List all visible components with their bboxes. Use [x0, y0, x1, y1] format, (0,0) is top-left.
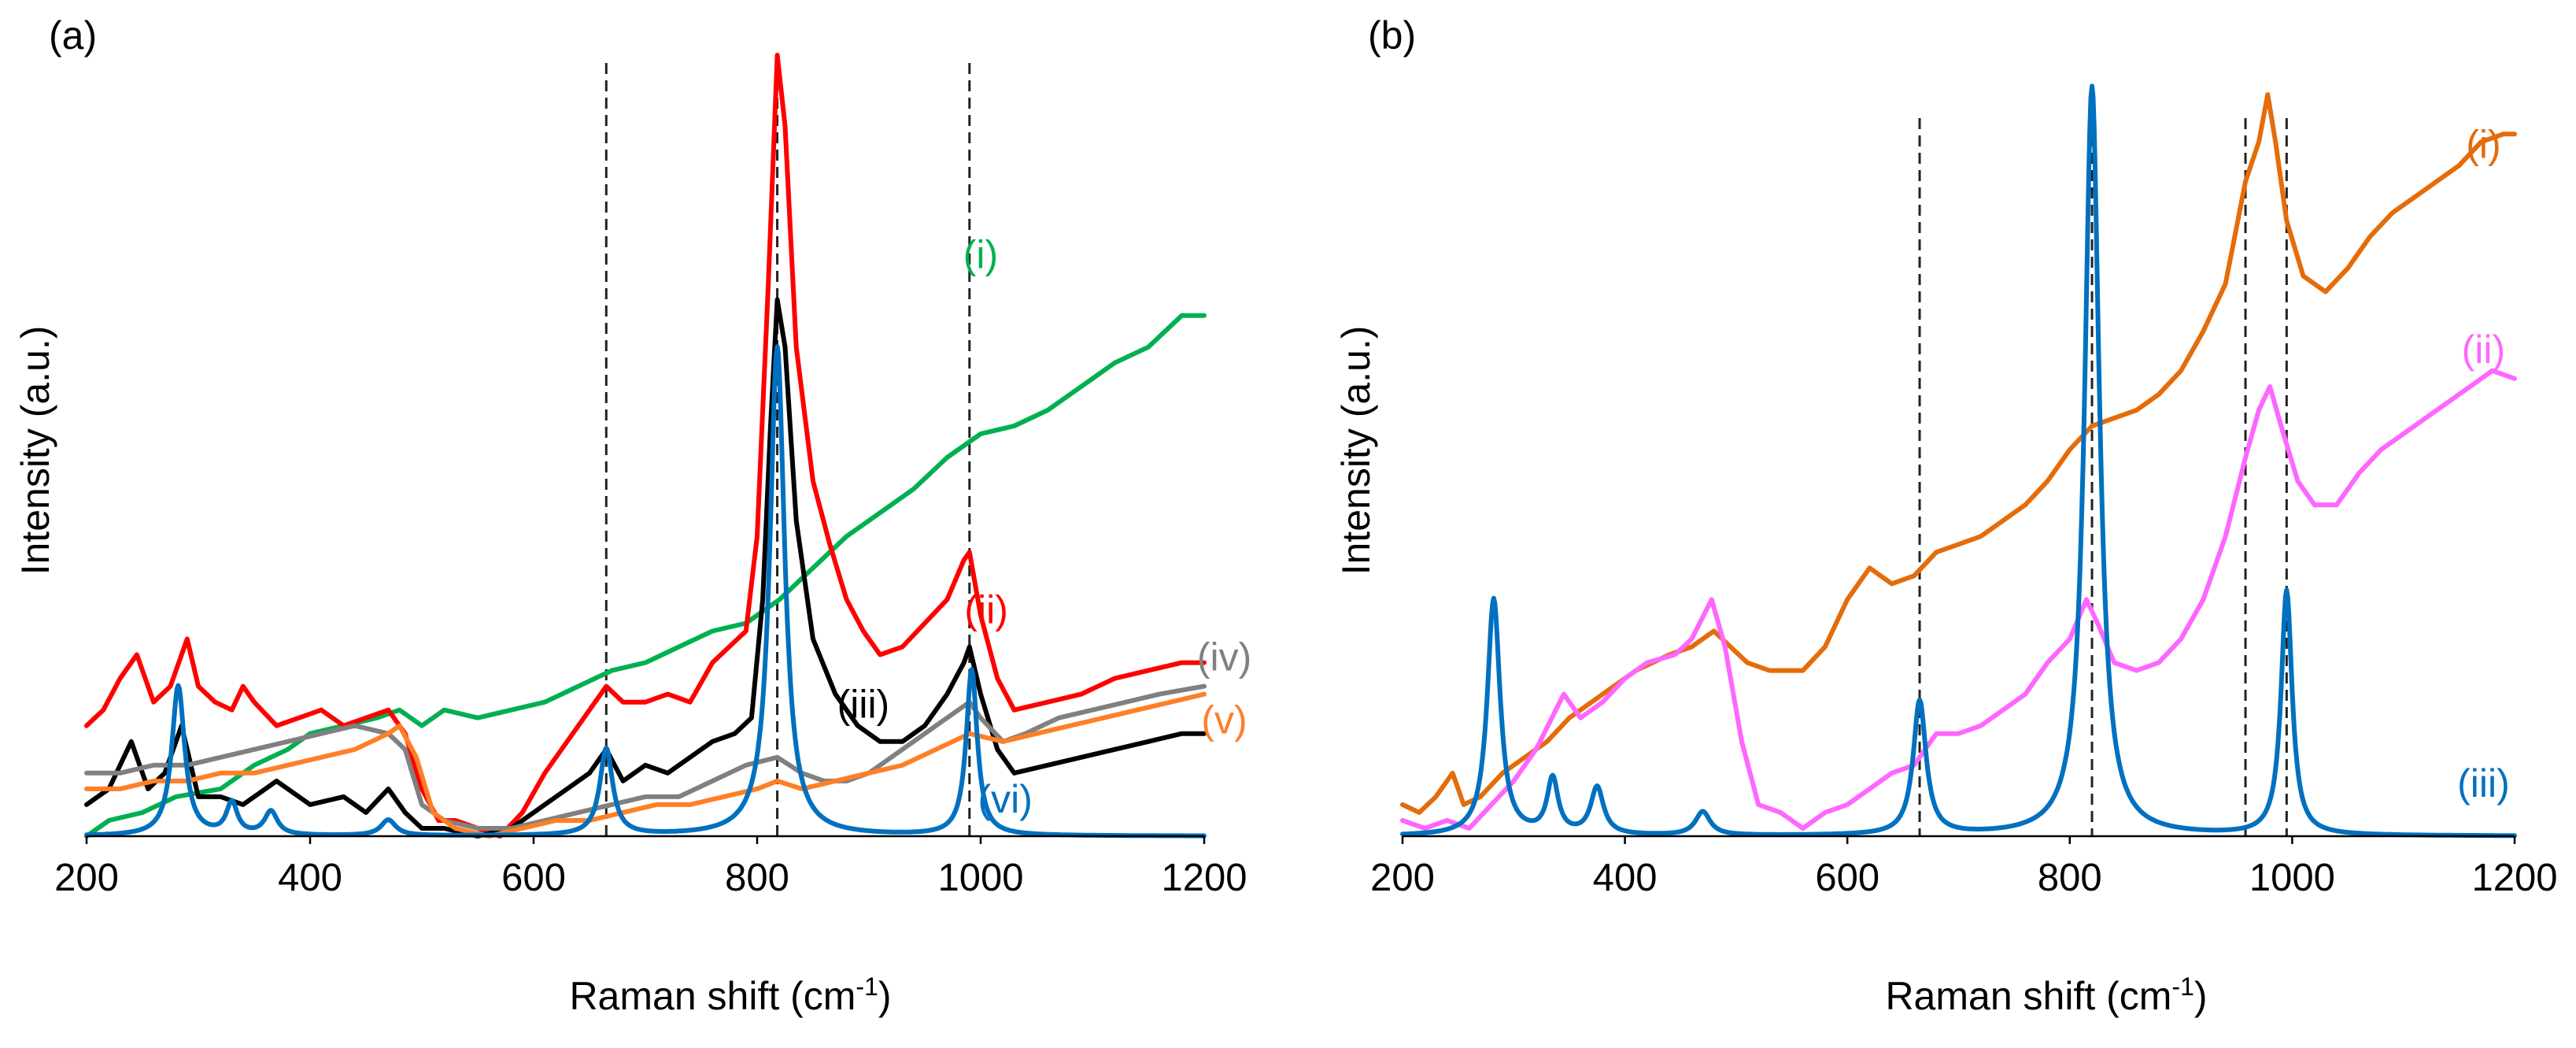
- series-line-a-2: [84, 53, 1207, 839]
- series-label-a-6: (vi): [978, 777, 1033, 821]
- series-label-b-1: (i): [2466, 122, 2500, 166]
- series-line-a-4: [84, 683, 1207, 831]
- plot-area-b: (i) (ii) (iii): [1400, 83, 2517, 839]
- plot-area-a: (i) (ii) (iii) (iv) (v) (vi): [84, 53, 1251, 839]
- x-tick-label-b-800: 800: [2038, 857, 2102, 899]
- x-axis-title-b-close: ): [2194, 974, 2208, 1018]
- series-label-a-3: (iii): [837, 683, 890, 727]
- series-line-b-2: [1400, 368, 2517, 831]
- x-axis-title-a-main: Raman shift (cm: [569, 974, 856, 1018]
- x-axis-title-a-close: ): [878, 974, 892, 1018]
- series-line-a-1: [84, 313, 1207, 839]
- series-label-a-4: (iv): [1197, 635, 1251, 680]
- series-line-a-6: [84, 344, 1207, 839]
- series-label-a-1: (i): [963, 233, 998, 277]
- x-tick-label-a-600: 600: [501, 857, 566, 899]
- x-tick-label-a-1200: 1200: [1161, 857, 1247, 899]
- series-label-a-2: (ii): [964, 587, 1008, 631]
- x-axis-title-b-superscript: -1: [2171, 972, 2193, 1001]
- series-label-a-5: (v): [1201, 698, 1247, 742]
- x-tick-label-b-400: 400: [1593, 857, 1658, 899]
- x-tick-label-b-200: 200: [1370, 857, 1435, 899]
- x-axis-title-b: Raman shift (cm-1): [1885, 972, 2207, 1018]
- panel-label-b: (b): [1368, 13, 1416, 57]
- panel-b: (b) (i) (ii) (iii) 200 400 600 800 1000 1200 In…: [1334, 13, 2558, 1018]
- x-axis-title-a-superscript: -1: [856, 972, 878, 1001]
- x-tick-label-a-400: 400: [278, 857, 342, 899]
- x-ticks-b: 200 400 600 800 1000 1200: [1370, 835, 2558, 899]
- panel-label-a: (a): [49, 13, 97, 57]
- y-axis-title-b: Intensity (a.u.): [1334, 326, 1378, 576]
- series-line-a-3: [84, 297, 1207, 839]
- series-label-b-2: (ii): [2462, 328, 2506, 372]
- panel-a: (a) (i) (ii) (iii) (iv) (v) (vi) 200 400 600 800…: [13, 13, 1251, 1018]
- x-tick-label-b-1200: 1200: [2471, 857, 2557, 899]
- x-axis-title-b-main: Raman shift (cm: [1885, 974, 2171, 1018]
- x-tick-label-b-600: 600: [1815, 857, 1879, 899]
- series-line-b-3: [1400, 83, 2517, 839]
- series-label-b-3: (iii): [2457, 761, 2510, 805]
- series-line-b-1: [1400, 92, 2517, 815]
- y-axis-title-a: Intensity (a.u.): [13, 326, 57, 576]
- series-line-a-5: [84, 691, 1207, 839]
- x-tick-label-a-200: 200: [54, 857, 119, 899]
- x-tick-label-a-800: 800: [725, 857, 789, 899]
- x-ticks-a: 200 400 600 800 1000 1200: [54, 835, 1247, 899]
- x-tick-label-a-1000: 1000: [937, 857, 1023, 899]
- x-axis-title-a: Raman shift (cm-1): [569, 972, 891, 1018]
- x-tick-label-b-1000: 1000: [2249, 857, 2335, 899]
